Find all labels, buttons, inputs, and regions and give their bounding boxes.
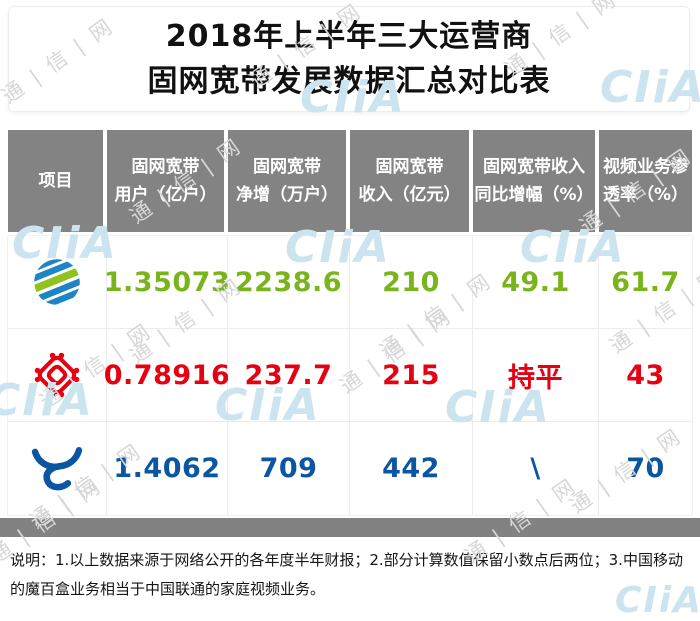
column-header-users: 固网宽带 用户（亿户） [107,130,224,232]
value-telecom-yoy: \ [530,453,541,484]
table-cell: 2238.6 [228,236,350,329]
column-header-revenue: 固网宽带 收入（亿元） [350,130,469,232]
value-mobile-video: 61.7 [611,266,680,298]
value-unicom-users: 0.78916 [103,359,231,391]
operator-logo-cell [8,329,107,422]
value-telecom-users: 1.4062 [113,453,221,484]
table-cell: 237.7 [228,329,350,422]
column-header-yoy-growth: 固网宽带收入 同比增幅（%） [473,130,595,232]
value-mobile-yoy: 49.1 [501,266,570,298]
table-cell: 0.78916 [103,329,231,422]
table-cell: \ [473,422,599,515]
table-cell: 70 [599,422,692,515]
table-header: 项目 固网宽带 用户（亿户） 固网宽带 净增（万户） 固网宽带 收入（亿元） 固… [8,130,692,232]
table-cell: 49.1 [473,236,599,329]
value-unicom-net-adds: 237.7 [244,359,333,391]
operator-logo-cell [8,236,107,329]
column-header-label: 项目 [38,170,73,191]
value-unicom-video: 43 [626,359,665,391]
column-header-video-penetration: 视频业务渗 透率（%） [599,130,692,232]
table-cell: 709 [228,422,350,515]
table-cell: 215 [350,329,473,422]
value-telecom-revenue: 442 [382,453,440,484]
table-cell: 持平 [473,329,599,422]
table-footer-bar [0,518,700,537]
column-header-item: 项目 [8,130,103,232]
value-mobile-net-adds: 2238.6 [234,266,343,298]
china-unicom-logo [34,352,80,398]
page-title-line2: 固网宽带发展数据汇总对比表 [147,64,551,99]
table-cell: 1.35073 [103,236,231,329]
value-mobile-revenue: 210 [382,266,440,298]
china-telecom-logo [31,446,83,490]
china-mobile-logo [30,255,84,309]
table-body: 1.35073 2238.6 210 49.1 61.7 0.78916 237… [7,235,693,516]
notes-text: 说明：1.以上数据来源于网络公开的各年度半年财报；2.部分计算数值保留小数点后两… [10,551,683,599]
operator-logo-cell [8,422,107,515]
page-title-line1: 2018年上半年三大运营商 [165,19,533,54]
column-header-net-adds: 固网宽带 净增（万户） [228,130,346,232]
table-cell: 442 [350,422,473,515]
value-unicom-revenue: 215 [382,359,440,391]
title-card: 2018年上半年三大运营商 固网宽带发展数据汇总对比表 [8,6,690,112]
value-telecom-net-adds: 709 [259,453,318,484]
value-telecom-video: 70 [626,453,665,484]
value-unicom-yoy: 持平 [508,362,563,394]
table-cell: 1.4062 [107,422,228,515]
value-mobile-users: 1.35073 [103,266,231,298]
table-cell: 61.7 [599,236,692,329]
table-cell: 210 [350,236,473,329]
table-cell: 43 [599,329,692,422]
